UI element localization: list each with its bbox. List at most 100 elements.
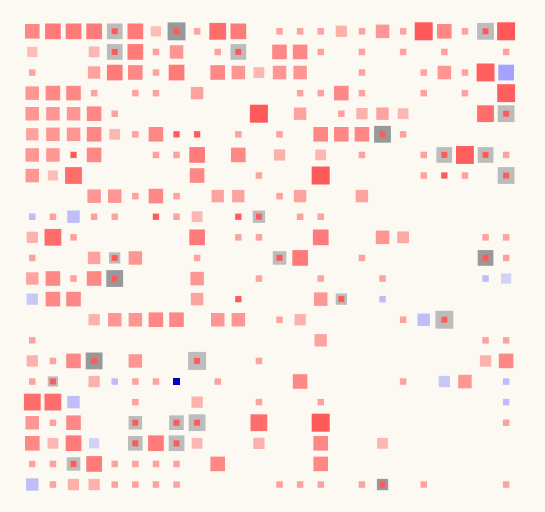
heatmap-cell-center-dot [441,172,448,179]
heatmap-cell [272,44,287,60]
heatmap-cell [189,229,205,246]
heatmap-cell [132,378,139,385]
heatmap-cell [399,316,407,323]
heatmap-cell [66,127,81,142]
heatmap-cell [255,398,263,406]
heatmap-cell [108,189,122,203]
heatmap-cell [128,313,143,327]
heatmap-cell [26,128,39,141]
heatmap-cell [317,48,324,56]
heatmap-cell [152,378,160,385]
heatmap-cell [111,460,118,468]
heatmap-cell [169,45,184,59]
heatmap-cells [23,22,516,491]
heatmap-cell [67,210,80,223]
heatmap-cell [358,89,366,97]
heatmap-cell [70,275,77,282]
heatmap-cell [501,273,512,284]
heatmap-cell [193,254,201,262]
heatmap-cell [502,254,510,262]
heatmap-cell [67,395,80,409]
heatmap-cell [276,192,283,200]
heatmap-cell [273,149,286,161]
heatmap-cell [127,44,144,60]
heatmap-cell [90,213,98,220]
heatmap-cell [358,254,366,262]
heatmap-cell [25,24,40,39]
heatmap-cell-center-dot [482,151,489,158]
heatmap-cell [214,378,221,385]
heatmap-cell [148,312,164,327]
heatmap-cell [88,314,100,326]
heatmap-cell [189,147,205,163]
heatmap-cell-center-dot [132,440,139,447]
heatmap-cell [49,419,57,426]
heatmap-cell [255,275,263,282]
heatmap-cell [253,67,265,78]
heatmap-cell [272,65,287,80]
heatmap-cell [132,481,139,488]
heatmap-cell [26,478,39,491]
heatmap-cell [313,436,328,451]
heatmap-cell [190,292,204,306]
heatmap-cell [27,46,38,57]
heatmap-cell [193,28,201,35]
heatmap-cell [66,107,81,121]
heatmap-cell [47,437,59,449]
heatmap-cell [44,228,62,246]
heatmap-cell [437,65,452,80]
heatmap-cell [461,172,469,179]
heatmap-cell [231,147,246,163]
heatmap-cell [45,23,61,40]
heatmap-cell [29,460,36,468]
heatmap-cell [317,213,324,220]
heatmap-cell [231,313,246,327]
heatmap-cell [86,23,102,40]
heatmap-cell-center-dot [235,296,242,303]
heatmap-cell [338,110,345,117]
heatmap-cell [377,437,388,449]
heatmap-cell [25,86,39,100]
heatmap-cell [25,416,39,430]
heatmap-cell [296,28,304,35]
heatmap-cell [29,213,36,220]
heatmap-cell [482,234,489,241]
heatmap-cell [296,213,304,220]
heatmap-cell-center-dot [338,296,345,303]
heatmap-cell-center-dot [111,48,118,55]
heatmap-cell [152,460,160,468]
heatmap-cell [317,275,324,282]
heatmap-cell [46,127,60,142]
heatmap-cell [26,355,38,367]
heatmap-cell [49,460,57,468]
heatmap-cell [86,271,102,286]
heatmap-cell [317,89,324,97]
heatmap-cell [482,337,489,344]
heatmap-cell [276,481,283,488]
heatmap-cell [108,313,122,327]
heatmap-cell-center-dot [441,316,448,323]
heatmap-cell [65,435,82,452]
heatmap-cell [456,146,474,164]
heatmap-cell [173,481,180,488]
heatmap-cell [148,435,164,452]
heatmap-cell [152,151,160,159]
heatmap-cell [461,89,469,97]
heatmap-cell [111,213,118,220]
heatmap-cell [66,415,81,430]
heatmap-cell [276,28,283,35]
heatmap-cell [173,460,180,468]
heatmap-cell-center-dot [441,151,448,158]
heatmap-cell [169,312,184,327]
heatmap-cell [498,353,514,369]
heatmap-cell-center-dot [194,131,201,138]
heatmap-cell [317,481,324,488]
heatmap-cell [152,69,160,76]
heatmap-cell [356,108,368,120]
heatmap-cell [26,272,39,285]
heatmap-cell [313,456,328,472]
heatmap-cell [317,398,324,406]
heatmap-cell [66,85,81,101]
